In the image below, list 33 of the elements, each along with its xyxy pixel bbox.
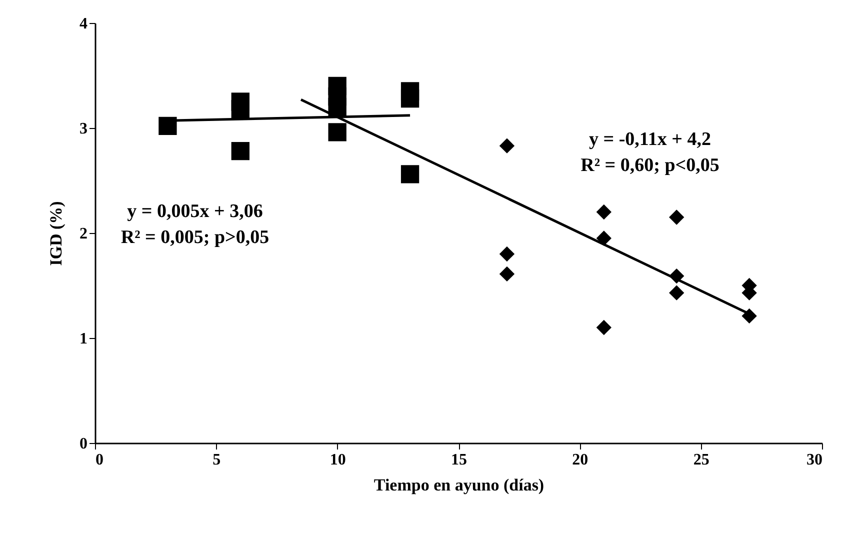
point xyxy=(499,138,515,154)
point xyxy=(596,230,612,246)
point xyxy=(400,165,420,184)
y-tick-label: 2 xyxy=(80,226,88,242)
x-axis-title: Tiempo en ayuno (días) xyxy=(374,476,544,494)
x-tick-label: 30 xyxy=(806,452,822,468)
y-tick-label: 3 xyxy=(80,120,88,138)
point xyxy=(328,123,346,142)
point xyxy=(499,266,515,282)
point xyxy=(596,204,612,220)
x-tick-label: 10 xyxy=(330,452,346,468)
point xyxy=(669,210,684,225)
x-tick-label: 5 xyxy=(212,452,221,468)
point xyxy=(499,246,515,262)
x-tick-label: 15 xyxy=(451,452,467,468)
x-tick-label: 20 xyxy=(572,452,588,468)
annotation: R² = 0,60; p<0,05 xyxy=(580,155,720,176)
x-tick-label: 25 xyxy=(693,452,710,468)
point xyxy=(158,116,177,135)
annotation: y = -0,11x + 4,2 xyxy=(589,129,711,150)
point xyxy=(231,142,250,160)
y-tick-label: 4 xyxy=(80,16,88,32)
annotation: y = 0,005x + 3,06 xyxy=(127,201,263,222)
point xyxy=(669,285,684,300)
point xyxy=(596,320,612,336)
y-axis-title: IGD (%) xyxy=(46,201,66,266)
annotation: R² = 0,005; p>0,05 xyxy=(120,227,270,248)
point xyxy=(328,98,346,116)
point xyxy=(400,90,420,108)
x-tick-label: 0 xyxy=(96,452,104,468)
y-tick-label: 0 xyxy=(80,436,88,452)
y-tick-label: 1 xyxy=(80,330,88,348)
point xyxy=(231,100,250,118)
